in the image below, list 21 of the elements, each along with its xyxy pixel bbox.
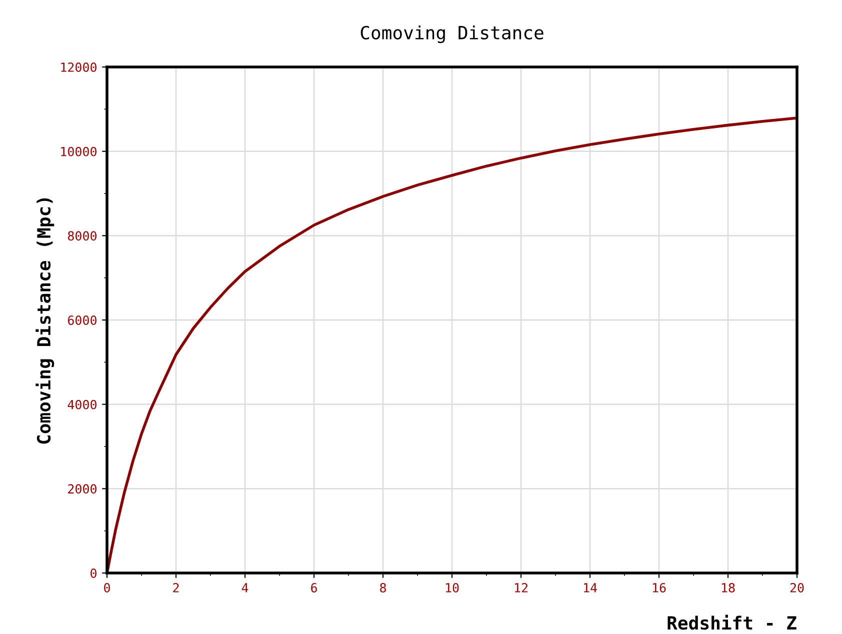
x-tick-label: 4 (242, 583, 248, 592)
x-tick-label: 18 (722, 583, 735, 592)
x-tick-label: 14 (584, 583, 597, 592)
y-tick-label: 0 (90, 568, 96, 578)
y-axis-title: Comoving Distance (Mpc) (36, 198, 54, 444)
x-tick-label: 16 (652, 583, 666, 592)
y-tick-label: 6000 (68, 316, 96, 325)
x-tick-label: 10 (446, 583, 459, 592)
y-tick-label: 8000 (68, 231, 96, 241)
y-tick-label: 10000 (61, 146, 96, 156)
x-tick-label: 2 (173, 583, 179, 592)
x-tick-label: 12 (514, 583, 528, 592)
y-tick-label: 12000 (61, 62, 96, 72)
y-tick-label: 2000 (68, 484, 96, 494)
x-tick-label: 0 (104, 583, 110, 592)
x-tick-label: 8 (380, 583, 386, 592)
x-tick-label: 6 (311, 583, 317, 592)
x-tick-label: 20 (790, 583, 804, 592)
y-tick-label: 4000 (68, 400, 96, 410)
x-axis-title: Redshift - Z (668, 614, 796, 630)
chart-title: Comoving Distance (360, 26, 544, 44)
